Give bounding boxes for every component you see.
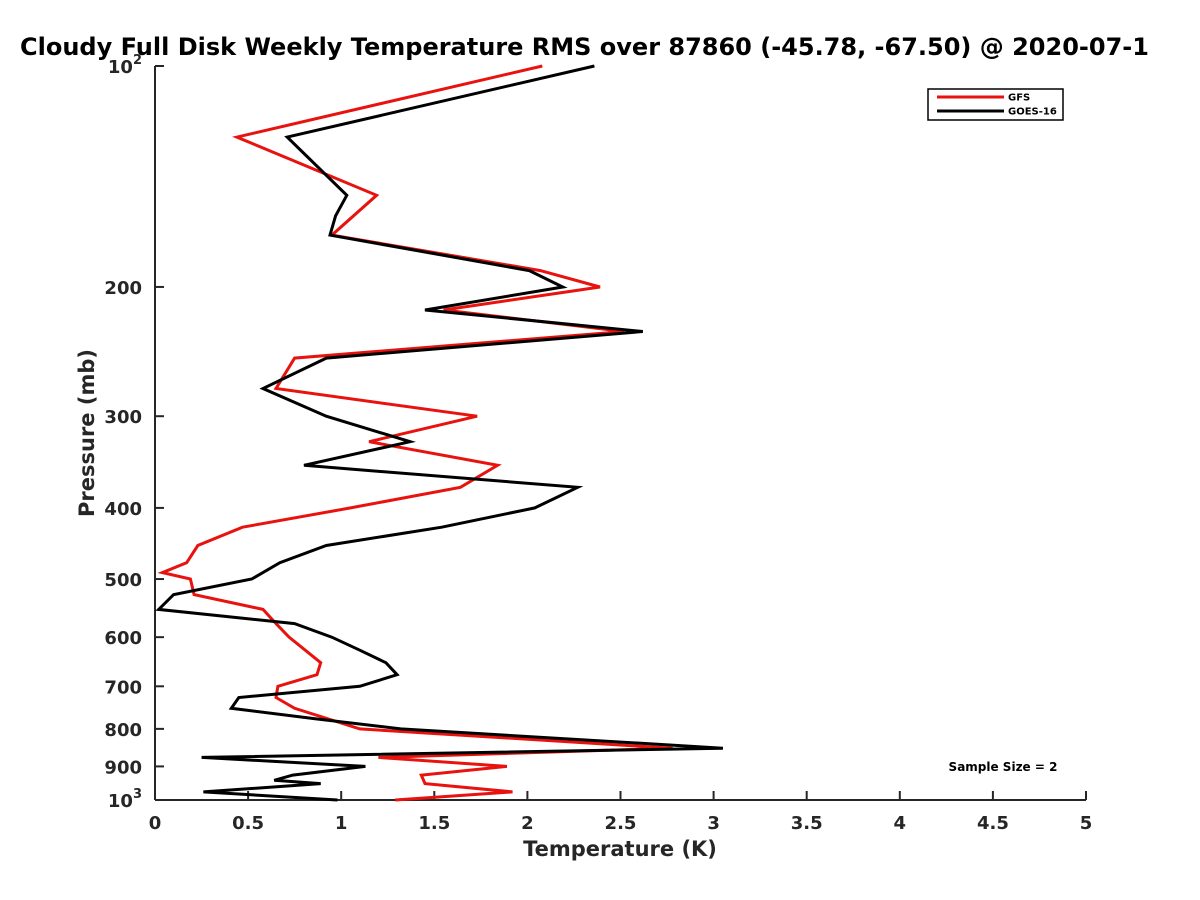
y-axis-label: Pressure (mb): [75, 349, 99, 517]
x-tick-label: 1.5: [418, 813, 450, 834]
x-tick-label: 5: [1080, 813, 1093, 834]
x-tick-label: 4: [894, 813, 907, 834]
y-tick-label: 103: [108, 787, 142, 812]
chart-title: Cloudy Full Disk Weekly Temperature RMS …: [20, 33, 1149, 61]
y-tick-label-exponent: 2: [133, 53, 142, 68]
y-tick-label: 700: [104, 677, 142, 698]
legend-box: [927, 88, 1064, 121]
series-line-goes-16: [155, 64, 723, 802]
legend-label: GOES-16: [1008, 107, 1057, 118]
legend: GFS GOES-16: [927, 88, 1064, 121]
y-tick-label: 200: [104, 278, 142, 299]
series-layer: [155, 64, 723, 802]
x-tick-label: 2: [521, 813, 534, 834]
x-tick-label: 2.5: [605, 813, 637, 834]
y-tick-label: 800: [104, 720, 142, 741]
y-tick-label-base: 10: [108, 791, 133, 812]
x-tick-label: 0.5: [232, 813, 264, 834]
sample-size-annotation: Sample Size = 2: [949, 760, 1058, 774]
y-tick-label: 102: [108, 53, 142, 78]
y-tick-label-exponent: 3: [133, 787, 142, 802]
series-line-gfs: [157, 64, 673, 802]
x-tick-label: 3: [707, 813, 720, 834]
legend-label: GFS: [1008, 93, 1030, 104]
y-tick-label: 500: [104, 570, 142, 591]
x-tick-label: 0: [149, 813, 162, 834]
x-axis-label: Temperature (K): [523, 837, 717, 861]
y-tick-label: 300: [104, 407, 142, 428]
axes: 0 0.5 1 1.5 2 2.5 3 3.5 4 4.5 51022003004005006007…: [104, 53, 1092, 834]
x-tick-label: 4.5: [977, 813, 1009, 834]
x-tick-label: 3.5: [791, 813, 823, 834]
y-tick-label: 400: [104, 499, 142, 520]
y-tick-label: 900: [104, 757, 142, 778]
y-tick-label-base: 10: [108, 57, 133, 78]
x-tick-label: 1: [335, 813, 348, 834]
y-tick-label: 600: [104, 628, 142, 649]
